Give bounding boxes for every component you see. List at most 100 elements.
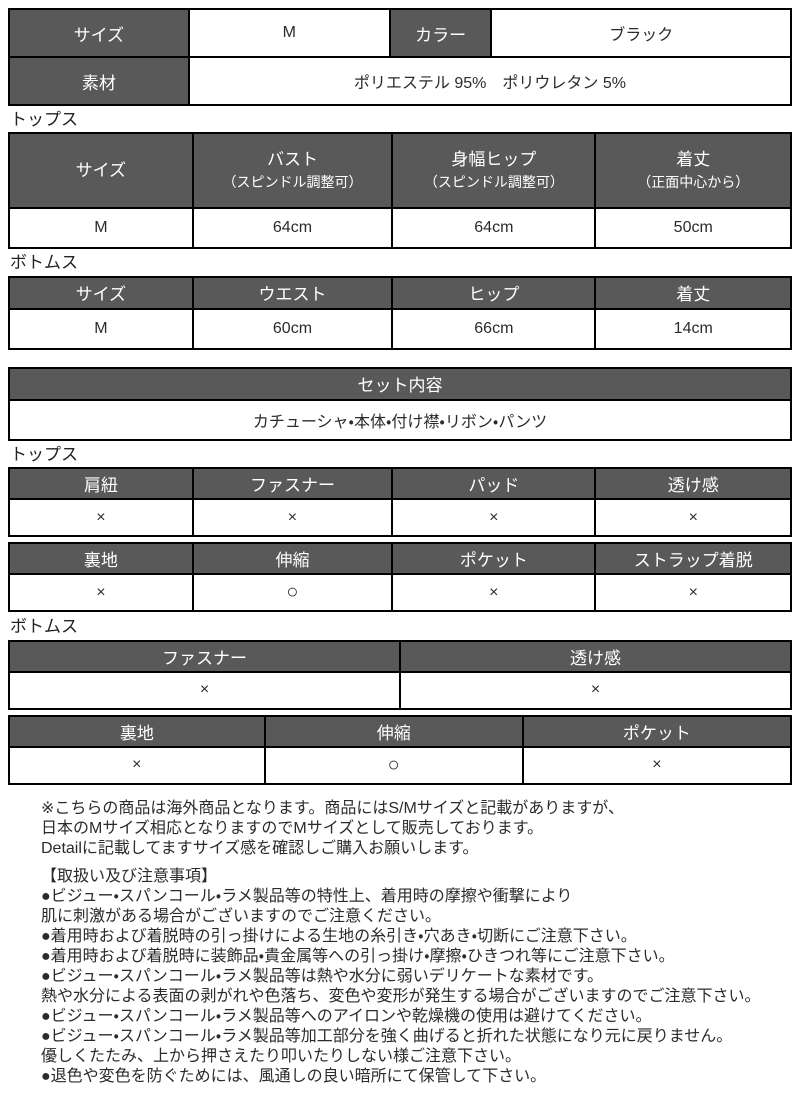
spec-table: サイズ M カラー ブラック 素材 ポリエステル 95% ポリウレタン 5% bbox=[8, 8, 793, 106]
tops-size-header-cell: 身幅ヒップ （スピンドル調整可） bbox=[391, 132, 597, 210]
feature-header-cell: 裏地 bbox=[8, 542, 194, 576]
feature-value-cell: × bbox=[399, 670, 792, 710]
caution-line: ●ビジュー・スパンコール・ラメ製品等は熱や水分に弱いデリケートな素材です。 bbox=[41, 967, 604, 985]
tops-size-header-cell: サイズ bbox=[8, 132, 194, 210]
feature-header-cell: 伸縮 bbox=[191, 542, 394, 576]
tops-size-value-cell: 50cm bbox=[594, 207, 792, 250]
note-line: ※こちらの商品は海外商品となります。商品にはS/Mサイズと記載がありますが、 bbox=[41, 799, 624, 817]
feature-value-cell: × bbox=[191, 498, 394, 538]
caution-line: 熱や水分による表面の剥がれや色落ち、変色や変形が発生する場合がございますのでご注… bbox=[41, 987, 761, 1005]
feature-value-cell: × bbox=[391, 573, 597, 613]
feature-header-cell: ファスナー bbox=[191, 467, 394, 501]
tops-size-value-cell: 64cm bbox=[191, 207, 394, 250]
feature-value-cell: × bbox=[8, 498, 194, 538]
feature-value-cell: × bbox=[8, 670, 401, 710]
bottoms-size-header-cell: ウエスト bbox=[191, 275, 394, 310]
tops-size-value-row: M 64cm 64cm 50cm bbox=[8, 207, 792, 250]
bottoms-features-table-2: 裏地 伸縮 ポケット × ○ × bbox=[8, 714, 793, 785]
spec-row-size-color: サイズ M カラー ブラック bbox=[8, 8, 792, 58]
caution-line: 肌に刺激がある場合がございますのでご注意ください。 bbox=[41, 907, 442, 925]
note-line: 日本のMサイズ相応となりますのでMサイズとして販売しております。 bbox=[41, 819, 544, 837]
feature-header-row: 裏地 伸縮 ポケット ストラップ着脱 bbox=[8, 542, 792, 576]
header-main-label: 身幅ヒップ bbox=[451, 150, 537, 170]
caution-line: ●退色や変色を防ぐためには、風通しの良い暗所にて保管して下さい。 bbox=[41, 1067, 547, 1085]
bottoms-features-table-1: ファスナー 透け感 × × bbox=[8, 639, 792, 710]
material-value-cell: ポリエステル 95% ポリウレタン 5% bbox=[187, 56, 793, 106]
tops-size-header-row: サイズ バスト （スピンドル調整可） 身幅ヒップ （スピンドル調整可） 着丈 （… bbox=[8, 132, 792, 210]
bottoms-size-value-cell: 14cm bbox=[594, 307, 792, 350]
header-main-label: バスト bbox=[266, 150, 318, 170]
caution-line: ●ビジュー・スパンコール・ラメ製品等の特性上、着用時の摩擦や衝撃により bbox=[41, 887, 573, 905]
color-label-cell: カラー bbox=[388, 8, 493, 58]
set-contents-value-row: カチューシャ・本体・付け襟・リボン・パンツ bbox=[8, 398, 792, 441]
header-sub-label: （スピンドル調整可） bbox=[423, 173, 564, 190]
feature-header-cell: ポケット bbox=[391, 542, 597, 576]
tops-size-table: サイズ バスト （スピンドル調整可） 身幅ヒップ （スピンドル調整可） 着丈 （… bbox=[8, 132, 792, 250]
feature-value-cell: ○ bbox=[191, 573, 394, 613]
set-contents-header-row: セット内容 bbox=[8, 366, 792, 401]
set-contents-table: セット内容 カチューシャ・本体・付け襟・リボン・パンツ bbox=[8, 366, 792, 441]
feature-value-cell: × bbox=[594, 573, 792, 613]
tops-size-value-cell: M bbox=[8, 207, 194, 250]
bottoms-size-value-row: M 60cm 66cm 14cm bbox=[8, 307, 792, 350]
header-sub-label: （スピンドル調整可） bbox=[222, 173, 363, 190]
feature-header-cell: 裏地 bbox=[8, 714, 266, 748]
caution-line: ●ビジュー・スパンコール・ラメ製品等加工部分を強く曲げると折れた状態になり元に戻… bbox=[41, 1027, 733, 1045]
bottoms-size-header-row: サイズ ウエスト ヒップ 着丈 bbox=[8, 275, 792, 310]
feature-header-cell: 透け感 bbox=[399, 639, 792, 673]
feature-header-row: 肩紐 ファスナー パッド 透け感 bbox=[8, 467, 792, 501]
bottoms-size-value-cell: 66cm bbox=[391, 307, 597, 350]
feature-value-row: × ○ × bbox=[8, 745, 793, 785]
caution-title: 【取扱い及び注意事項】 bbox=[41, 867, 218, 885]
bottoms-size-header-cell: 着丈 bbox=[594, 275, 792, 310]
feature-header-row: ファスナー 透け感 bbox=[8, 639, 792, 673]
tops-size-header-cell: 着丈 （正面中心から） bbox=[594, 132, 792, 210]
feature-header-cell: ストラップ着脱 bbox=[594, 542, 792, 576]
feature-value-cell: × bbox=[521, 745, 793, 785]
feature-value-row: × × bbox=[8, 670, 792, 710]
header-sub-label: （正面中心から） bbox=[637, 173, 750, 190]
notes-block: ※こちらの商品は海外商品となります。商品にはS/Mサイズと記載がありますが、 日… bbox=[8, 790, 792, 1087]
note-line: Detailに記載してますサイズ感を確認しご購入お願いします。 bbox=[41, 839, 479, 857]
feature-header-row: 裏地 伸縮 ポケット bbox=[8, 714, 793, 748]
bottoms-size-table: サイズ ウエスト ヒップ 着丈 M 60cm 66cm 14cm bbox=[8, 275, 792, 350]
tops-size-section-label: トップス bbox=[10, 110, 78, 129]
bottoms-features-section-label: ボトムス bbox=[10, 617, 78, 637]
caution-line: 優しくたたみ、上から押さえたり叩いたりしない様ご注意下さい。 bbox=[41, 1047, 522, 1065]
bottoms-size-header-cell: サイズ bbox=[8, 275, 194, 310]
bottoms-size-header-cell: ヒップ bbox=[391, 275, 597, 310]
feature-value-cell: ○ bbox=[263, 745, 524, 785]
feature-value-row: × ○ × × bbox=[8, 573, 792, 613]
feature-header-cell: ポケット bbox=[521, 714, 793, 748]
caution-line: ●ビジュー・スパンコール・ラメ製品等へのアイロンや乾燥機の使用は避けてください。 bbox=[41, 1007, 652, 1025]
header-main-label: サイズ bbox=[75, 160, 127, 180]
feature-value-cell: × bbox=[8, 573, 194, 613]
feature-header-cell: 肩紐 bbox=[8, 467, 194, 501]
tops-features-table-1: 肩紐 ファスナー パッド 透け感 × × × × bbox=[8, 467, 792, 538]
feature-value-cell: × bbox=[391, 498, 597, 538]
feature-header-cell: 透け感 bbox=[594, 467, 792, 501]
material-label-cell: 素材 bbox=[8, 56, 190, 106]
feature-header-cell: ファスナー bbox=[8, 639, 401, 673]
bottoms-size-value-cell: M bbox=[8, 307, 194, 350]
feature-header-cell: パッド bbox=[391, 467, 597, 501]
header-main-label: 着丈 bbox=[676, 150, 711, 170]
tops-features-table-2: 裏地 伸縮 ポケット ストラップ着脱 × ○ × × bbox=[8, 542, 792, 613]
color-value-cell: ブラック bbox=[490, 8, 792, 58]
feature-value-row: × × × × bbox=[8, 498, 792, 538]
spacer bbox=[8, 350, 792, 367]
tops-features-section-label: トップス bbox=[10, 444, 78, 464]
set-contents-value-cell: カチューシャ・本体・付け襟・リボン・パンツ bbox=[8, 398, 792, 441]
caution-line: ●着用時および着脱時の引っ掛けによる生地の糸引き・穴あき・切断にご注意下さい。 bbox=[41, 927, 637, 945]
feature-header-cell: 伸縮 bbox=[263, 714, 524, 748]
size-value-cell: M bbox=[187, 8, 391, 58]
bottoms-size-section-label: ボトムス bbox=[10, 253, 78, 273]
caution-line: ●着用時および着脱時に装飾品・貴金属等への引っ掛け・摩擦・ひきつれ等にご注意下さ… bbox=[41, 947, 675, 965]
tops-size-value-cell: 64cm bbox=[391, 207, 597, 250]
feature-value-cell: × bbox=[594, 498, 792, 538]
set-contents-header-cell: セット内容 bbox=[8, 366, 792, 401]
spec-row-material: 素材 ポリエステル 95% ポリウレタン 5% bbox=[8, 56, 793, 106]
tops-size-header-cell: バスト （スピンドル調整可） bbox=[191, 132, 394, 210]
size-label-cell: サイズ bbox=[8, 8, 190, 58]
